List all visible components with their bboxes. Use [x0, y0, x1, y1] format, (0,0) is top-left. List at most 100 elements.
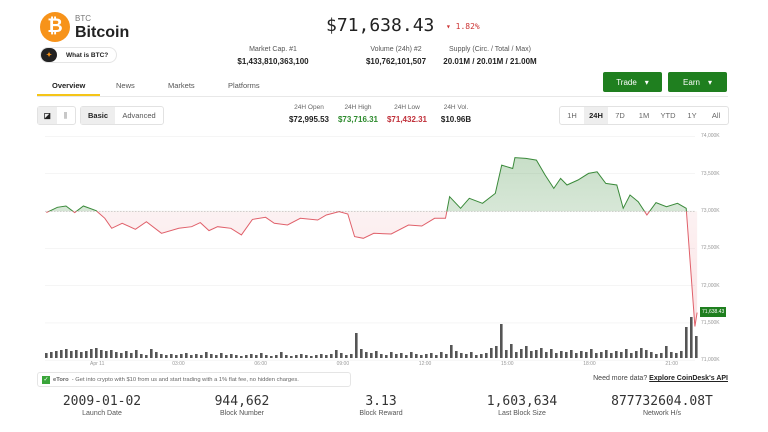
volume-bar: [380, 354, 383, 358]
volume-bar: [130, 353, 133, 358]
volume-bar: [290, 356, 293, 358]
volume-bar: [510, 344, 513, 358]
x-tick-label: 06:00: [254, 361, 267, 367]
bitcoin-logo: ₿: [40, 12, 70, 42]
area-above-open: [46, 157, 698, 212]
stat-label: Supply (Circ. / Total / Max): [449, 46, 531, 53]
explore-api-link[interactable]: Explore CoinDesk's API: [649, 375, 728, 382]
x-tick-label: 18:00: [583, 361, 596, 367]
volume-bar: [550, 349, 553, 358]
api-text: Need more data?: [593, 375, 648, 382]
tab-overview[interactable]: Overview: [52, 81, 86, 90]
volume-bar: [570, 350, 573, 358]
volume-bar: [100, 350, 103, 358]
etoro-logo-icon: ✓: [42, 375, 50, 384]
stat-value: $1,433,810,363,100: [237, 57, 309, 66]
volume-bar: [565, 352, 568, 358]
volume-bar: [680, 351, 683, 358]
block-number-stat: 944,662 Block Number: [177, 394, 307, 417]
x-tick-label: 09:00: [336, 361, 350, 367]
volume-bar: [160, 354, 163, 358]
volume-bar: [590, 349, 593, 358]
volume-bar: [265, 355, 268, 358]
y-tick-label: 74,000K: [701, 133, 720, 140]
footer-label: Block Reward: [359, 410, 403, 417]
what-is-btc-label: What is BTC?: [66, 51, 109, 59]
volume-bar: [145, 355, 148, 358]
trade-button[interactable]: Trade ▾: [603, 72, 662, 92]
volume-bar: [150, 349, 153, 358]
api-promo: Need more data? Explore CoinDesk's API: [593, 375, 728, 382]
volume-bar: [485, 353, 488, 358]
basic-button[interactable]: Basic: [81, 107, 115, 124]
footer-value: 2009-01-02: [62, 394, 142, 409]
volume-bar: [460, 353, 463, 358]
network-hashrate-stat: 877732604.08T Network H/s: [597, 394, 727, 417]
volume-bar: [470, 352, 473, 358]
volume-bar: [95, 348, 98, 358]
volume-bar: [560, 351, 563, 358]
volume-bar: [60, 350, 63, 358]
volume-bar: [245, 355, 248, 358]
tab-news[interactable]: News: [116, 81, 135, 90]
volume-bar: [640, 348, 643, 358]
etoro-promo[interactable]: ✓ eToro - Get into crypto with $10 from us…: [37, 372, 351, 387]
x-tick-label: 15:00: [501, 361, 514, 367]
volume-bar: [80, 352, 83, 358]
candlestick-icon[interactable]: ⫼: [64, 110, 68, 120]
timeframe-1h[interactable]: 1H: [567, 111, 577, 120]
timeframe-1m[interactable]: 1M: [638, 111, 650, 120]
earn-button[interactable]: Earn ▾: [668, 72, 727, 92]
earn-label: Earn: [683, 77, 700, 87]
volume-bar: [675, 353, 678, 358]
volume-bar: [490, 348, 493, 358]
volume-bar: [630, 353, 633, 358]
area-below-open: [46, 211, 698, 327]
volume-bar: [405, 355, 408, 358]
mode-toggle: Basic Advanced: [80, 106, 164, 125]
tab-platforms[interactable]: Platforms: [228, 81, 260, 90]
volume-bar: [365, 352, 368, 358]
volume-bar: [230, 354, 233, 358]
24h-volume: 24H Vol. $10.96B: [431, 104, 481, 124]
volume-bar: [215, 355, 218, 358]
active-tab-underline: [37, 94, 100, 96]
advanced-button[interactable]: Advanced: [122, 111, 156, 120]
volume-bar: [280, 352, 283, 358]
timeframe-all[interactable]: All: [711, 111, 721, 120]
ohlc-value: $10.96B: [440, 115, 472, 124]
volume-bar: [430, 353, 433, 358]
volume-bar: [625, 349, 628, 358]
tab-markets[interactable]: Markets: [168, 81, 195, 90]
y-tick-label: 72,500K: [701, 245, 720, 252]
what-is-btc-button[interactable]: ✦ What is BTC?: [40, 47, 118, 63]
volume-bar: [415, 354, 418, 358]
24h-low: 24H Low $71,432.31: [382, 104, 432, 124]
volume-bar: [270, 356, 273, 358]
volume-bar: [65, 349, 68, 358]
volume-bar: [260, 353, 263, 358]
volume-bar: [45, 353, 48, 358]
stat-label: Volume (24h) #2: [370, 46, 422, 53]
volume-bar: [465, 354, 468, 358]
volume-bar: [370, 353, 373, 358]
volume-bar: [445, 354, 448, 358]
volume-bar: [135, 350, 138, 358]
volume-bar: [120, 353, 123, 358]
timeframe-1y[interactable]: 1Y: [687, 111, 697, 120]
volume-bar: [390, 352, 393, 358]
market-cap-stat: Market Cap. #1 $1,433,810,363,100: [203, 46, 343, 66]
area-chart-icon[interactable]: ◪: [38, 107, 57, 124]
volume-bar: [325, 355, 328, 358]
volume-bar: [175, 355, 178, 358]
volume-bar: [545, 352, 548, 358]
timeframe-ytd[interactable]: YTD: [660, 111, 676, 120]
y-tick-label: 73,000K: [701, 208, 720, 214]
timeframe-24h[interactable]: 24H: [584, 107, 608, 124]
timeframe-7d[interactable]: 7D: [615, 111, 625, 120]
footer-value: 944,662: [214, 394, 270, 409]
volume-bar: [355, 333, 358, 358]
stat-label: Market Cap. #1: [249, 46, 297, 53]
volume-bar: [205, 352, 208, 358]
